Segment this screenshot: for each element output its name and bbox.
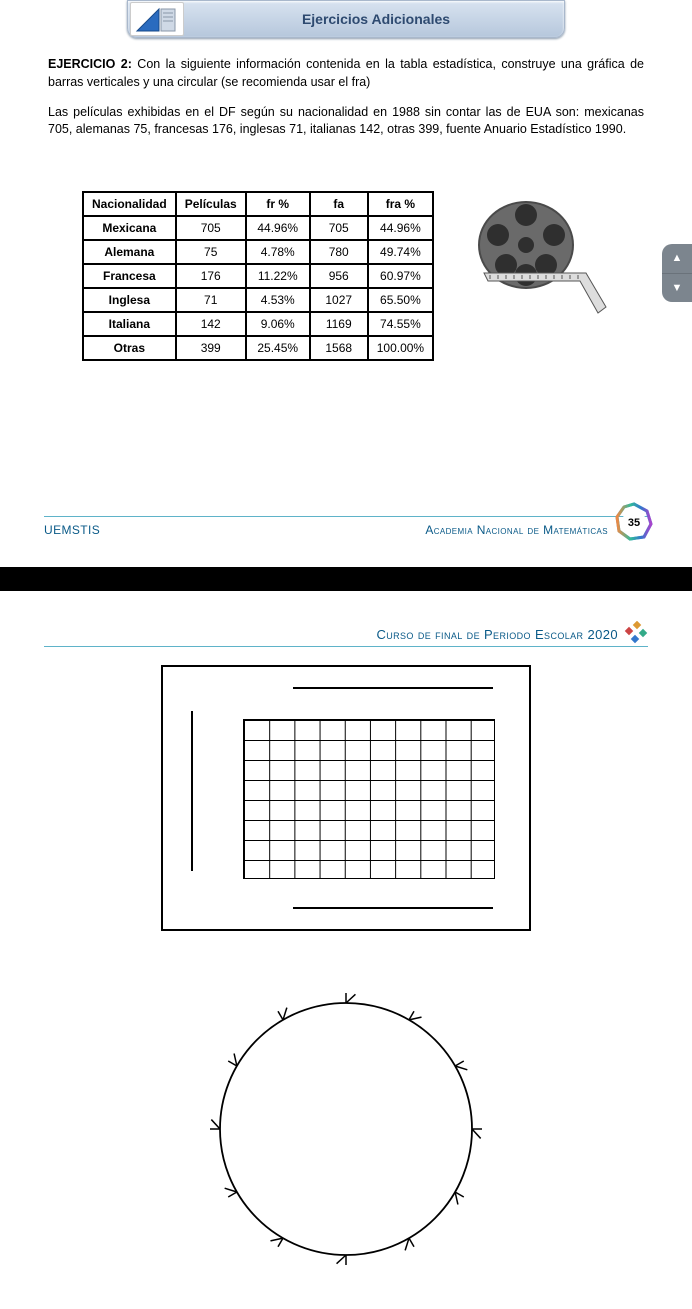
nav-down-icon[interactable]: ▼ (662, 274, 692, 303)
chart-caption-line (293, 907, 493, 909)
footer-right: Academia Nacional de Matemáticas (425, 523, 608, 537)
chart-grid (243, 719, 495, 879)
header-logo-icon (624, 621, 648, 645)
chart-title-line (293, 687, 493, 689)
footer-left: UEMSTIS (44, 523, 100, 537)
table-row: Otras39925.45%1568100.00% (83, 336, 433, 360)
exercise-desc: Las películas exhibidas en el DF según s… (48, 104, 644, 140)
page-badge-icon: 35 (614, 502, 654, 542)
section-banner: Ejercicios Adicionales (127, 0, 565, 38)
chart-y-axis (191, 711, 193, 871)
exercise-text: Con la siguiente información contenida e… (48, 57, 644, 89)
intro-block: EJERCICIO 2: Con la siguiente informació… (0, 56, 692, 139)
scroll-nav[interactable]: ▲ ▼ (662, 244, 692, 302)
exercise-label: EJERCICIO 2: (48, 57, 132, 71)
table-row: Alemana754.78%78049.74% (83, 240, 433, 264)
blank-bar-chart (161, 665, 531, 931)
col-header: fra % (368, 192, 433, 216)
blank-pie-chart (196, 979, 496, 1279)
data-table: Nacionalidad Películas fr % fa fra % Mex… (82, 191, 434, 361)
banner-icon (130, 2, 184, 36)
col-header: fa (310, 192, 368, 216)
exercise-line: EJERCICIO 2: Con la siguiente informació… (48, 56, 644, 92)
page-separator (0, 567, 692, 591)
film-reel-image (468, 191, 618, 326)
table-row: Inglesa714.53%102765.50% (83, 288, 433, 312)
page-header: Curso de final de Periodo Escolar 2020 (44, 627, 648, 647)
col-header: Películas (176, 192, 246, 216)
table-row: Francesa17611.22%95660.97% (83, 264, 433, 288)
nav-up-icon[interactable]: ▲ (662, 244, 692, 274)
col-header: fr % (246, 192, 310, 216)
banner-title: Ejercicios Adicionales (188, 11, 564, 27)
header-text: Curso de final de Periodo Escolar 2020 (44, 627, 648, 642)
table-row: Italiana1429.06%116974.55% (83, 312, 433, 336)
table-row: Mexicana70544.96%70544.96% (83, 216, 433, 240)
svg-text:35: 35 (628, 517, 640, 529)
col-header: Nacionalidad (83, 192, 176, 216)
page-footer: UEMSTIS Academia Nacional de Matemáticas… (44, 516, 648, 537)
table-header-row: Nacionalidad Películas fr % fa fra % (83, 192, 433, 216)
